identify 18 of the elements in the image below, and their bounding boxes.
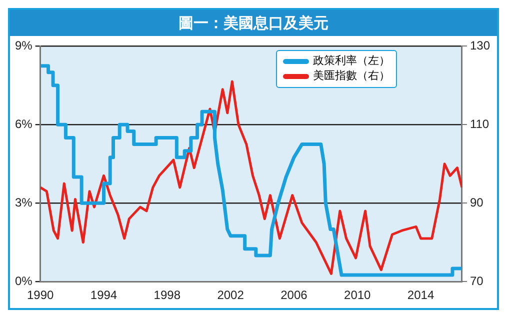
y-tick-label: 9% bbox=[15, 38, 33, 53]
y2-tick-label: 70 bbox=[470, 274, 484, 288]
y-tick-label: 3% bbox=[15, 195, 33, 210]
y2-tick-label: 130 bbox=[470, 38, 490, 53]
x-tick-label: 2006 bbox=[280, 288, 308, 302]
x-tick-label: 2014 bbox=[407, 288, 434, 302]
x-tick-label: 2002 bbox=[217, 288, 244, 302]
x-tick-label: 1990 bbox=[26, 288, 54, 302]
x-tick-label: 1994 bbox=[90, 288, 118, 302]
y2-tick-label: 110 bbox=[470, 116, 490, 131]
y-tick-label: 0% bbox=[15, 274, 33, 288]
x-tick-label: 2010 bbox=[344, 288, 372, 302]
x-tick-label: 1998 bbox=[154, 288, 181, 302]
y-tick-label: 6% bbox=[15, 116, 33, 131]
y2-tick-label: 90 bbox=[470, 195, 484, 210]
chart-title: 圖一：美國息口及美元 bbox=[10, 10, 497, 36]
legend-label: 政策利率（左） bbox=[313, 54, 390, 69]
legend-label: 美匯指數（右） bbox=[313, 69, 390, 84]
